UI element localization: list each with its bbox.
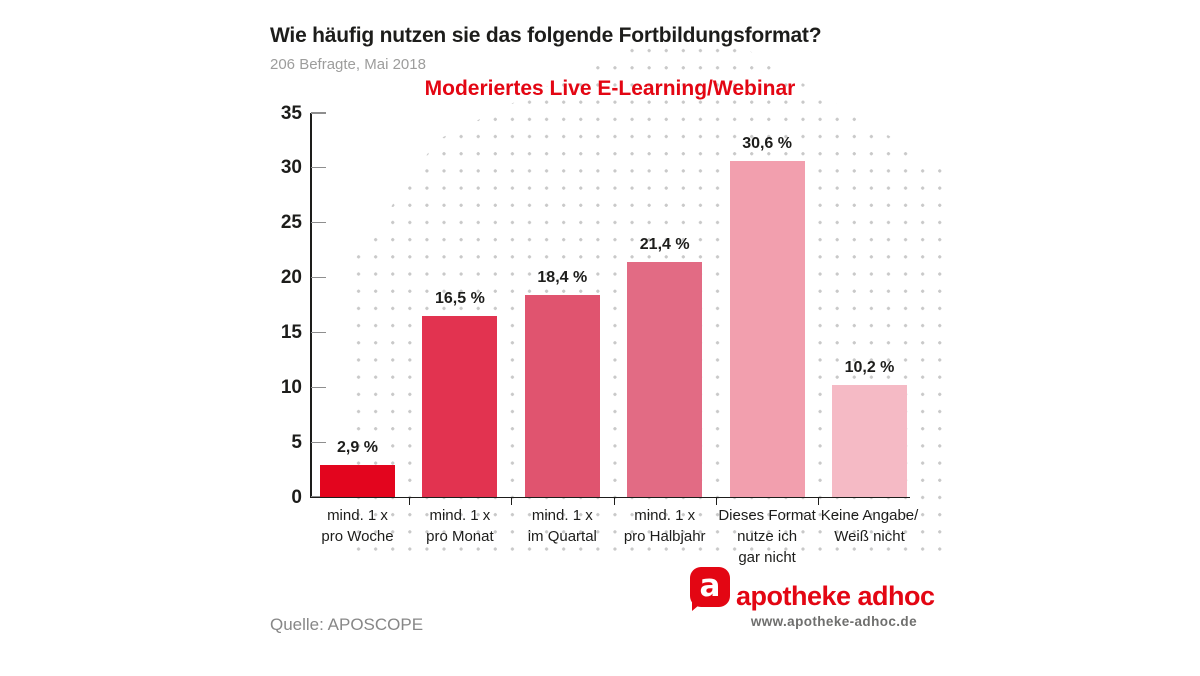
- chart-title: Moderiertes Live E-Learning/Webinar: [424, 77, 796, 100]
- y-tick-label-25: 25: [280, 212, 302, 234]
- bar-value-label-1: 16,5 %: [434, 289, 485, 307]
- category-label-0: mind. 1 x pro Woche: [321, 507, 394, 545]
- bar-1: [422, 315, 498, 497]
- y-tick-label-15: 15: [280, 321, 302, 343]
- category-label-3: mind. 1 x pro Halbjahr: [623, 507, 706, 545]
- x-tick-mark-5: [818, 497, 820, 505]
- sample-size-subtitle: 206 Befragte, Mai 2018: [270, 56, 426, 73]
- y-tick-label-5: 5: [291, 431, 302, 453]
- category-label-1: mind. 1 x pro Monat: [426, 507, 494, 545]
- y-tick-mark-5: [311, 441, 326, 443]
- y-tick-mark-35: [311, 112, 326, 114]
- y-tick-mark-25: [311, 222, 326, 224]
- bar-value-label-0: 2,9 %: [337, 439, 378, 457]
- y-tick-mark-10: [311, 386, 326, 388]
- bar-0: [320, 465, 395, 497]
- x-axis-line: [310, 496, 910, 499]
- bar-value-label-4: 30,6 %: [742, 135, 792, 153]
- page-title: Wie häufig nutzen sie das folgende Fortb…: [270, 24, 822, 47]
- brand-website-url: www.apotheke-adhoc.de: [750, 614, 917, 629]
- bar-4: [729, 161, 805, 497]
- y-tick-label-30: 30: [280, 157, 302, 179]
- x-tick-mark-3: [613, 497, 615, 505]
- bar-2: [524, 295, 600, 497]
- y-tick-label-10: 10: [280, 376, 302, 398]
- source-credit: Quelle: APOSCOPE: [270, 615, 424, 634]
- x-tick-mark-2: [511, 497, 513, 505]
- x-tick-mark-4: [715, 497, 718, 505]
- category-label-5: Keine Angabe/ Weiß nicht: [820, 507, 919, 545]
- y-tick-label-35: 35: [280, 102, 302, 124]
- bar-value-label-5: 10,2 %: [844, 359, 895, 377]
- brand-logo-letter: a: [699, 568, 721, 604]
- bar-value-label-2: 18,4 %: [537, 269, 588, 287]
- category-label-2: mind. 1 x im Quartal: [527, 507, 597, 545]
- y-axis-line: [310, 113, 312, 497]
- bar-value-label-3: 21,4 %: [639, 236, 690, 254]
- brand-name: apotheke adhoc: [736, 581, 935, 611]
- bar-3: [627, 262, 703, 497]
- category-label-4: Dieses Format nutze ich gar nicht: [718, 507, 816, 566]
- y-tick-mark-15: [311, 331, 326, 334]
- x-tick-mark-1: [408, 497, 410, 505]
- y-tick-mark-20: [311, 276, 326, 279]
- y-tick-label-20: 20: [280, 267, 302, 289]
- y-tick-mark-30: [311, 167, 326, 169]
- y-tick-label-0: 0: [291, 486, 302, 508]
- brand-logo-tail: [692, 600, 705, 611]
- bar-5: [832, 385, 907, 497]
